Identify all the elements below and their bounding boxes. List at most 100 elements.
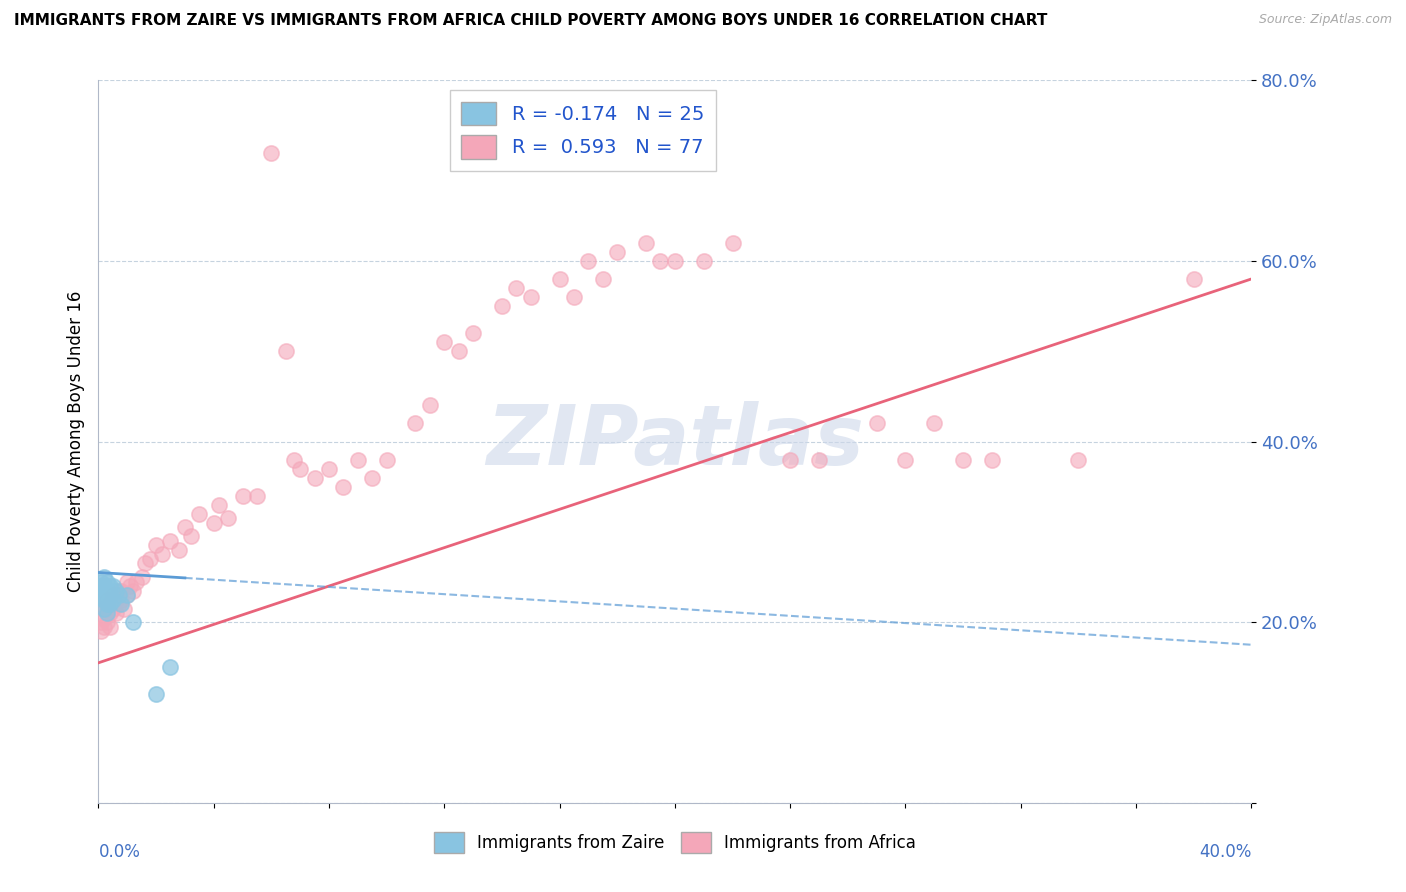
Y-axis label: Child Poverty Among Boys Under 16: Child Poverty Among Boys Under 16 xyxy=(66,291,84,592)
Point xyxy=(419,398,441,412)
Point xyxy=(461,326,484,340)
Point xyxy=(93,583,115,598)
Point xyxy=(110,597,132,611)
Point xyxy=(117,574,139,589)
Point xyxy=(952,452,974,467)
Point xyxy=(283,452,305,467)
Point xyxy=(96,583,118,598)
Point xyxy=(636,235,658,250)
Text: Source: ZipAtlas.com: Source: ZipAtlas.com xyxy=(1258,13,1392,27)
Point xyxy=(606,244,628,259)
Point xyxy=(894,452,917,467)
Point xyxy=(361,471,384,485)
Point xyxy=(101,579,124,593)
Point xyxy=(578,254,600,268)
Text: 0.0%: 0.0% xyxy=(98,843,141,861)
Point xyxy=(125,574,148,589)
Point xyxy=(96,574,118,589)
Point xyxy=(90,574,112,589)
Point xyxy=(1182,272,1205,286)
Point xyxy=(505,281,527,295)
Point xyxy=(318,461,340,475)
Point xyxy=(101,601,124,615)
Point xyxy=(332,480,354,494)
Point xyxy=(208,498,231,512)
Point xyxy=(98,620,121,634)
Point xyxy=(93,579,115,593)
Point xyxy=(447,344,470,359)
Point xyxy=(188,507,211,521)
Point xyxy=(721,235,744,250)
Point xyxy=(104,583,127,598)
Legend: Immigrants from Zaire, Immigrants from Africa: Immigrants from Zaire, Immigrants from A… xyxy=(427,826,922,860)
Point xyxy=(101,588,124,602)
Point xyxy=(562,290,585,304)
Point xyxy=(96,592,118,607)
Point xyxy=(808,452,831,467)
Point xyxy=(110,592,132,607)
Point xyxy=(260,145,283,160)
Point xyxy=(145,687,167,701)
Point xyxy=(131,570,153,584)
Point xyxy=(98,579,121,593)
Point xyxy=(650,254,672,268)
Point xyxy=(112,601,135,615)
Point xyxy=(159,533,181,548)
Point xyxy=(107,597,129,611)
Point xyxy=(93,592,115,607)
Point xyxy=(93,601,115,615)
Point xyxy=(96,592,118,607)
Point xyxy=(96,597,118,611)
Point xyxy=(93,570,115,584)
Point xyxy=(120,579,142,593)
Point xyxy=(93,601,115,615)
Point xyxy=(122,615,145,630)
Point xyxy=(246,489,269,503)
Point xyxy=(346,452,368,467)
Text: 40.0%: 40.0% xyxy=(1199,843,1251,861)
Point xyxy=(104,606,127,620)
Point xyxy=(693,254,716,268)
Point xyxy=(107,588,129,602)
Point xyxy=(96,615,118,630)
Point xyxy=(217,511,239,525)
Point xyxy=(101,592,124,607)
Point xyxy=(866,417,889,431)
Point xyxy=(274,344,297,359)
Point xyxy=(202,516,225,530)
Point xyxy=(122,583,145,598)
Point xyxy=(981,452,1004,467)
Point xyxy=(107,583,129,598)
Point xyxy=(90,615,112,630)
Point xyxy=(90,579,112,593)
Point xyxy=(96,601,118,615)
Point xyxy=(779,452,801,467)
Point xyxy=(134,557,156,571)
Point xyxy=(174,520,197,534)
Point xyxy=(150,548,173,562)
Point xyxy=(405,417,427,431)
Point xyxy=(110,583,132,598)
Point xyxy=(1067,452,1090,467)
Point xyxy=(93,620,115,634)
Point xyxy=(145,538,167,552)
Point xyxy=(433,335,456,350)
Text: ZIPatlas: ZIPatlas xyxy=(486,401,863,482)
Point xyxy=(304,471,326,485)
Point xyxy=(180,529,202,543)
Point xyxy=(96,606,118,620)
Point xyxy=(375,452,398,467)
Point xyxy=(90,624,112,639)
Point xyxy=(664,254,686,268)
Point xyxy=(592,272,614,286)
Point xyxy=(548,272,571,286)
Point xyxy=(290,461,312,475)
Point xyxy=(98,588,121,602)
Point xyxy=(98,606,121,620)
Text: IMMIGRANTS FROM ZAIRE VS IMMIGRANTS FROM AFRICA CHILD POVERTY AMONG BOYS UNDER 1: IMMIGRANTS FROM ZAIRE VS IMMIGRANTS FROM… xyxy=(14,13,1047,29)
Point xyxy=(117,588,139,602)
Point xyxy=(98,597,121,611)
Point xyxy=(159,660,181,674)
Point xyxy=(117,588,139,602)
Point xyxy=(93,610,115,624)
